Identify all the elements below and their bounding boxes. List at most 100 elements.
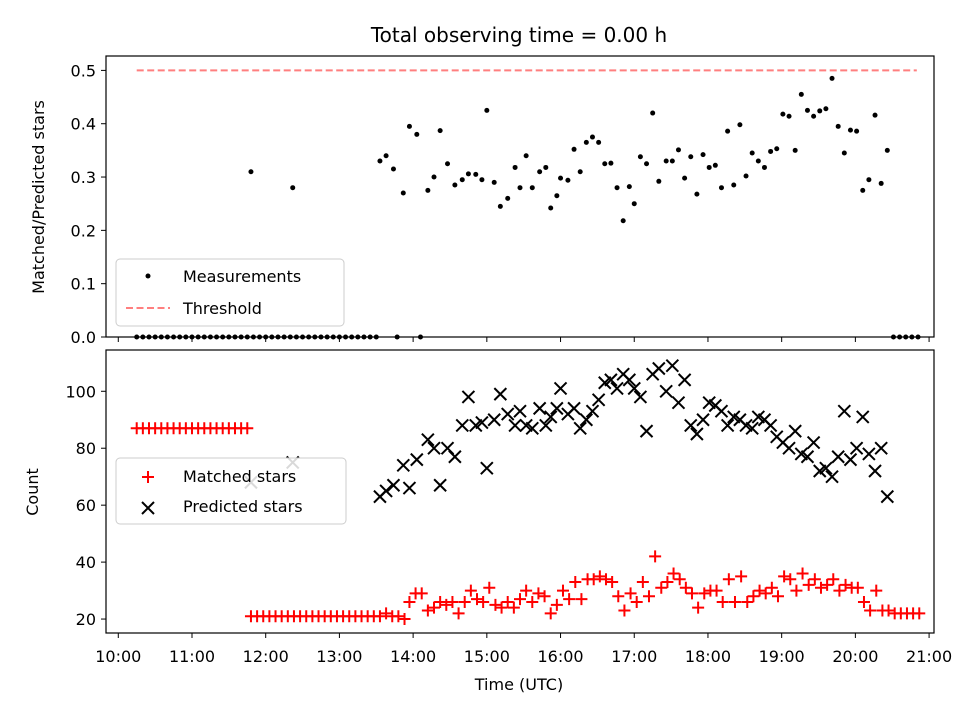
matched-star-point — [563, 593, 576, 606]
measurement-point — [786, 113, 792, 119]
predicted-star-point — [427, 441, 441, 455]
measurement-point — [700, 152, 706, 158]
matched-star-point — [814, 581, 827, 594]
x-tick-label: 15:00 — [464, 647, 510, 666]
predicted-star-point — [874, 441, 888, 455]
top-x-ticks — [117, 337, 930, 342]
matched-star-point — [649, 550, 662, 563]
measurements-legend-marker — [145, 273, 151, 279]
measurement-point — [571, 146, 577, 152]
top-y-tick-label: 0.4 — [71, 115, 96, 134]
predicted-star-point — [720, 418, 735, 433]
matched-star-point — [483, 581, 496, 594]
measurement-point — [583, 139, 589, 145]
predicted-star-point — [639, 424, 654, 438]
predicted-star-point — [402, 481, 417, 495]
matched-star-point — [464, 584, 477, 597]
measurement-point — [663, 158, 669, 164]
matched-star-point — [599, 573, 612, 586]
matched-star-point — [630, 595, 643, 608]
matched-star-point — [373, 610, 386, 623]
measurement-point — [718, 185, 724, 191]
threshold-legend-label: Threshold — [182, 299, 262, 318]
x-tick-label: 12:00 — [243, 647, 289, 666]
matched-star-point — [587, 573, 600, 586]
measurement-point — [497, 203, 503, 209]
measurement-point — [650, 110, 656, 116]
matched-star-point — [747, 590, 760, 603]
measurement-point — [631, 201, 637, 207]
matched-star-point — [538, 590, 551, 603]
measurement-point — [406, 123, 412, 129]
top-axes-frame — [105, 55, 935, 338]
matched-star-point — [532, 587, 545, 600]
matched-star-point — [550, 598, 563, 611]
matched-star-point — [698, 587, 711, 600]
predicted-star-point — [480, 461, 494, 475]
measurement-point — [878, 180, 884, 186]
predicted-star-point — [513, 404, 527, 418]
measurement-point — [614, 185, 620, 191]
matched-star-point — [489, 598, 502, 611]
measurement-point — [390, 166, 396, 172]
measurement-point — [437, 128, 443, 134]
matched-star-point — [685, 587, 698, 600]
matched-star-point — [802, 578, 815, 591]
matched-star-point — [827, 573, 840, 586]
measurement-point — [675, 147, 681, 153]
matched-star-point — [692, 601, 705, 614]
measurement-point — [523, 153, 529, 159]
measurement-point — [290, 185, 296, 191]
top-y-tick-label: 0.3 — [71, 168, 96, 187]
measurement-point — [445, 161, 451, 167]
predicted-star-point — [508, 418, 522, 433]
measurement-point — [798, 91, 804, 97]
predicted-star-point — [501, 407, 515, 421]
predicted-star-point — [659, 384, 673, 398]
bottom-axes-frame — [105, 349, 935, 634]
predicted-star-point — [633, 390, 648, 404]
matched-star-point — [833, 584, 846, 597]
predicted-star-point — [665, 358, 680, 373]
matched-star-point — [575, 593, 588, 606]
predicted-star-point — [386, 478, 401, 492]
matched-star-point — [913, 607, 926, 620]
matched-star-point — [784, 573, 797, 586]
matched-star-point — [606, 576, 619, 589]
x-tick-label: 11:00 — [169, 647, 215, 666]
matched-star-point — [403, 595, 416, 608]
bottom-plot-area — [130, 358, 926, 626]
measurement-point — [577, 169, 583, 175]
predicted-star-point — [622, 373, 637, 387]
measurement-point — [669, 158, 675, 164]
matched-legend-label: Matched stars — [183, 467, 296, 486]
bottom-panel: 20 40 60 80 100 10:00 11:00 12:00 13:00 14:00 15:… — [23, 349, 952, 694]
predicted-star-point — [684, 418, 698, 433]
matched-star-point — [771, 590, 784, 603]
measurement-point — [473, 171, 479, 177]
matched-star-point — [851, 581, 864, 594]
matched-star-point — [477, 595, 490, 608]
predicted-star-point — [677, 373, 692, 387]
measurement-point — [694, 191, 700, 197]
matched-star-point — [501, 595, 514, 608]
top-legend: Measurements Threshold — [115, 258, 345, 327]
bottom-y-tick-label: 60 — [76, 496, 96, 515]
measurement-point — [537, 169, 543, 175]
measurement-point — [835, 123, 841, 129]
predicted-star-point — [800, 450, 815, 464]
predicted-star-point — [410, 452, 424, 467]
measurement-point — [688, 154, 694, 160]
matched-star-point — [241, 422, 254, 435]
measurement-point — [817, 108, 823, 114]
predicted-star-point — [379, 484, 393, 498]
top-y-tick-label: 0.1 — [71, 275, 96, 294]
measurement-point — [706, 164, 712, 170]
measurement-point — [626, 184, 632, 190]
measurement-point — [761, 164, 767, 170]
predicted-star-point — [579, 413, 594, 427]
measurement-point — [608, 160, 614, 166]
measurement-point — [543, 164, 549, 170]
measurement-point — [491, 179, 497, 185]
